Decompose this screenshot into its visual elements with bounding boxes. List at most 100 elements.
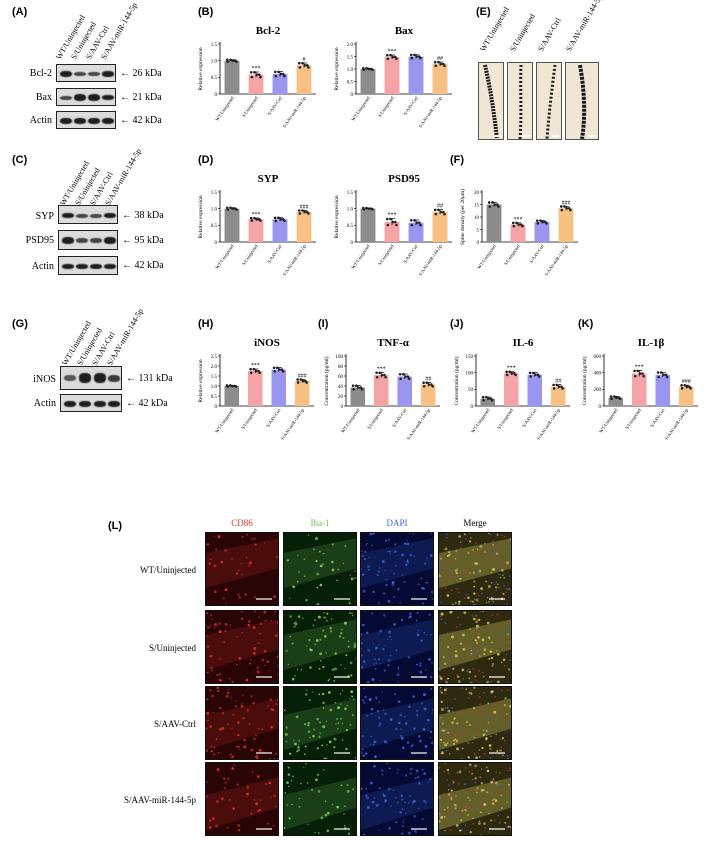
if-signal-dot: [456, 771, 459, 774]
if-image: [283, 610, 359, 685]
data-point: [225, 58, 229, 62]
data-point: [514, 373, 517, 377]
if-signal-dot: [206, 781, 209, 783]
if-signal-dot: [391, 583, 395, 587]
if-signal-dot: [258, 808, 262, 812]
if-signal-dot: [454, 601, 457, 604]
data-point: [255, 218, 259, 221]
data-point: [234, 385, 238, 388]
if-signal-dot: [322, 725, 326, 729]
if-signal-dot: [264, 664, 266, 667]
if-signal-dot: [423, 799, 427, 803]
if-signal-dot: [379, 662, 382, 665]
if-signal-dot: [483, 653, 486, 656]
if-signal-dot: [446, 678, 448, 681]
if-signal-dot: [227, 723, 229, 726]
if-signal-dot: [391, 581, 395, 585]
if-signal-dot: [504, 822, 507, 824]
if-signal-dot: [488, 657, 491, 660]
if-signal-dot: [343, 805, 346, 808]
if-signal-dot: [297, 554, 299, 557]
if-signal-dot: [242, 717, 245, 720]
if-signal-dot: [474, 639, 477, 642]
data-point: [235, 60, 238, 63]
if-signal-dot: [210, 666, 213, 670]
if-signal-dot: [213, 746, 216, 749]
if-signal-dot: [485, 729, 488, 733]
if-signal-dot: [420, 639, 423, 642]
x-tick-label: S/AAV-miR-144-5p: [536, 407, 562, 441]
if-signal-dot: [458, 535, 461, 538]
if-signal-dot: [478, 749, 481, 751]
if-signal-dot: [224, 781, 227, 784]
data-point: [254, 369, 258, 373]
if-signal-dot: [508, 588, 510, 590]
if-signal-dot: [273, 595, 276, 598]
if-signal-dot: [496, 725, 499, 728]
if-signal-dot: [365, 544, 367, 546]
data-point: [303, 64, 307, 67]
x-tick-label: WT/Uninjected: [476, 243, 497, 270]
if-signal-dot: [286, 781, 289, 784]
data-point: [395, 223, 398, 227]
if-signal-dot: [362, 660, 366, 664]
if-signal-dot: [467, 756, 470, 759]
if-signal-dot: [479, 545, 483, 548]
data-point: [656, 371, 660, 374]
if-signal-dot: [508, 769, 510, 772]
if-signal-dot: [363, 558, 366, 560]
if-signal-dot: [377, 803, 380, 806]
if-signal-dot: [238, 829, 241, 832]
if-signal-dot: [439, 686, 442, 689]
panel-letter-k: (K): [578, 318, 594, 330]
if-signal-dot: [233, 764, 236, 766]
x-tick-label: S/AAV-miR-144-5p: [664, 407, 690, 441]
if-signal-dot: [304, 745, 307, 748]
data-point: [281, 370, 285, 373]
kda-marker: ← 95 kDa: [122, 235, 164, 246]
if-signal-dot: [485, 580, 487, 583]
if-signal-dot: [470, 649, 473, 652]
if-signal-dot: [440, 751, 443, 754]
if-signal-dot: [295, 715, 299, 719]
data-point: [301, 61, 304, 65]
if-signal-dot: [394, 796, 397, 799]
if-signal-dot: [381, 691, 384, 693]
if-signal-dot: [453, 718, 456, 721]
if-signal-dot: [285, 740, 288, 743]
if-signal-dot: [241, 535, 244, 538]
if-signal-dot: [333, 746, 336, 749]
data-point: [383, 373, 386, 377]
if-signal-dot: [240, 617, 243, 620]
x-tick-label: S/Uninjected: [624, 407, 642, 430]
if-signal-dot: [213, 626, 216, 629]
if-signal-dot: [302, 617, 304, 619]
if-signal-dot: [507, 588, 509, 591]
data-point: [231, 207, 235, 210]
if-signal-dot: [439, 677, 443, 680]
if-signal-dot: [444, 547, 448, 551]
if-signal-dot: [361, 550, 363, 552]
if-signal-dot: [216, 674, 219, 677]
if-signal-dot: [493, 781, 496, 784]
data-point: [235, 208, 238, 211]
if-signal-dot: [220, 560, 224, 564]
if-signal-dot: [258, 748, 262, 752]
bar: [527, 374, 543, 406]
if-signal-dot: [394, 693, 397, 696]
if-signal-dot: [313, 548, 315, 551]
if-signal-dot: [456, 794, 459, 797]
if-signal-dot: [404, 801, 406, 804]
if-signal-dot: [318, 735, 321, 738]
if-signal-dot: [237, 823, 241, 827]
if-signal-dot: [446, 710, 449, 713]
if-signal-dot: [345, 654, 348, 657]
if-signal-dot: [446, 806, 449, 809]
if-signal-dot: [475, 641, 479, 645]
data-point: [279, 218, 283, 221]
blot-row-label: SYP: [35, 211, 54, 222]
if-signal-dot: [261, 728, 264, 731]
if-signal-dot: [483, 691, 485, 694]
data-point: [633, 374, 637, 378]
data-point: [529, 375, 532, 378]
